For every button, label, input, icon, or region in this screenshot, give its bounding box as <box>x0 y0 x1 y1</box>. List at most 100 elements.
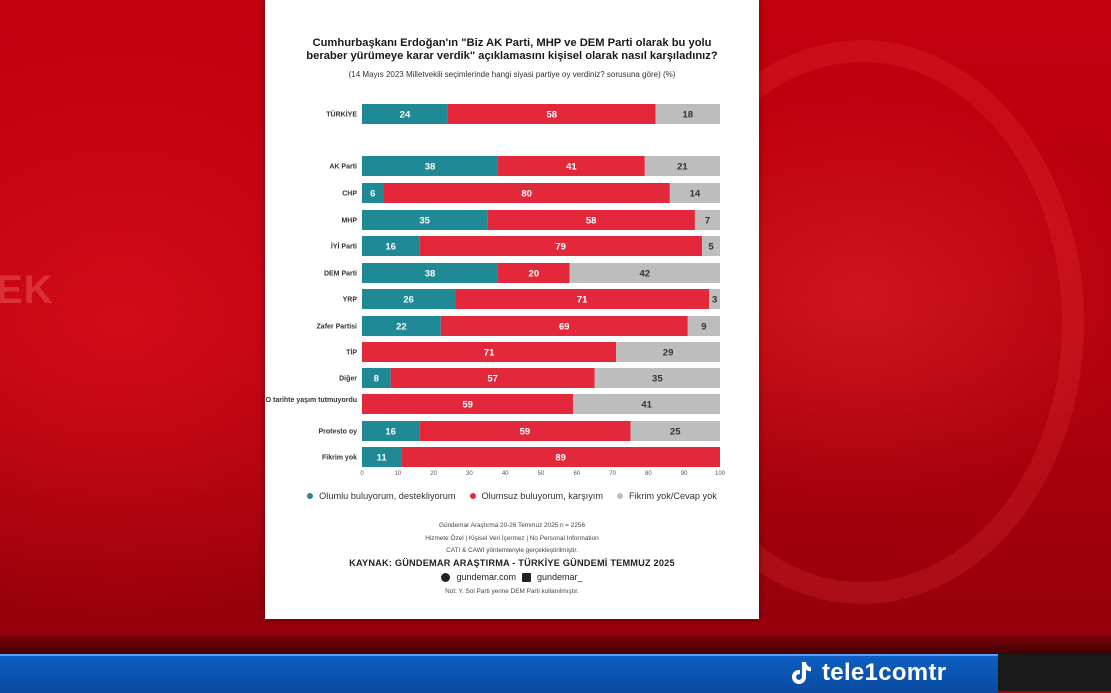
bar-segment <box>455 289 710 309</box>
data-label: 58 <box>586 216 597 227</box>
category-label: AK Parti <box>329 164 357 171</box>
category-label: CHP <box>342 191 357 198</box>
bar-segment <box>440 316 688 336</box>
data-label: 24 <box>400 110 411 121</box>
ticker-end-block <box>998 654 1111 691</box>
bar-segment <box>655 104 720 124</box>
data-label: 35 <box>652 374 663 385</box>
data-label: 7 <box>705 216 710 227</box>
data-label: 57 <box>487 374 498 385</box>
legend-dot-neutral <box>617 493 624 499</box>
footer-x-handle: gundemar_ <box>537 572 583 582</box>
x-tick-label: 20 <box>430 471 437 477</box>
footer-socials: gundemar.com gundemar_ <box>265 572 759 582</box>
bar-segment <box>694 210 720 230</box>
bar-segment <box>687 316 720 336</box>
data-label: 41 <box>641 400 652 411</box>
legend-label-negative: Olumsuz buluyorum, karşıyım <box>481 491 604 501</box>
chart-card: Cumhurbaşkanı Erdoğan'ın "Biz AK Parti, … <box>265 0 759 619</box>
bottom-shade <box>0 636 1111 656</box>
bar-segment <box>419 236 703 256</box>
bar-segment <box>498 156 645 176</box>
bar-segment <box>362 104 448 124</box>
bar-segment <box>702 236 720 256</box>
data-label: 26 <box>403 295 414 306</box>
bar-segment <box>383 183 670 203</box>
bar-segment <box>362 316 441 336</box>
data-label: 71 <box>484 348 495 359</box>
bar-segment <box>498 263 570 283</box>
x-tick-label: 100 <box>715 471 726 477</box>
tiktok-icon <box>792 661 811 684</box>
data-label: 38 <box>425 269 436 280</box>
footer-method: Gündemar Araştırma 20-26 Temmuz 2025 n =… <box>438 522 586 529</box>
legend-dot-negative <box>469 493 476 499</box>
x-tick-label: 60 <box>573 471 580 477</box>
data-label: 3 <box>712 295 717 306</box>
footer-cati: CATI & CAWI yöntemleriyle gerçekleştiril… <box>446 547 578 554</box>
bar-segment <box>362 236 420 256</box>
x-tick-label: 50 <box>538 471 545 477</box>
legend-label-neutral: Fikrim yok/Cevap yok <box>629 491 717 501</box>
data-label: 20 <box>529 269 540 280</box>
data-label: 5 <box>708 242 714 253</box>
data-label: 22 <box>396 322 407 333</box>
globe-icon <box>441 572 451 582</box>
bar-segment <box>362 183 384 203</box>
legend-item-positive: Olumlu buluyorum, destekliyorum <box>307 491 456 501</box>
bar-segment <box>709 289 720 309</box>
x-tick-label: 80 <box>645 471 652 477</box>
bar-segment <box>362 421 420 441</box>
data-label: 59 <box>462 400 473 411</box>
news-ticker-bar <box>0 654 998 693</box>
data-label: 16 <box>385 427 396 438</box>
category-label: YRP <box>343 297 358 304</box>
footer-note: Not: Y. Sol Parti yerine DEM Parti kulla… <box>445 588 579 595</box>
bar-segment <box>362 263 499 283</box>
data-label: 35 <box>419 216 430 227</box>
chart-subtitle: (14 Mayıs 2023 Milletvekili seçimlerinde… <box>348 70 676 79</box>
chart-title-line-2: beraber yürümeye karar verdik" açıklamas… <box>306 50 718 62</box>
bar-segment <box>487 210 695 230</box>
x-tick-label: 90 <box>681 471 688 477</box>
category-label: Fikrim yok <box>322 455 357 462</box>
bar-segment <box>362 342 617 362</box>
data-label: 89 <box>555 453 566 464</box>
bar-segment <box>616 342 720 362</box>
bar-segment <box>362 289 456 309</box>
footer-service: Hizmete Özel | Kişisel Veri İçermez | No… <box>425 535 599 542</box>
chart-title-line-1: Cumhurbaşkanı Erdoğan'ın "Biz AK Parti, … <box>312 37 712 49</box>
data-label: 6 <box>370 189 375 200</box>
category-label: TÜRKİYE <box>326 110 357 119</box>
category-label: Zafer Partisi <box>317 324 358 331</box>
data-label: 16 <box>385 242 396 253</box>
channel-brand: tele1comtr <box>790 656 946 689</box>
footer-web: gundemar.com <box>456 572 516 582</box>
legend-item-negative: Olumsuz buluyorum, karşıyım <box>469 491 604 501</box>
data-label: 29 <box>663 348 674 359</box>
data-label: 79 <box>555 242 566 253</box>
data-label: 14 <box>690 189 701 200</box>
data-label: 38 <box>425 162 436 173</box>
bar-segment <box>573 394 720 414</box>
bar-segment <box>362 368 391 388</box>
data-label: 42 <box>640 269 651 280</box>
category-label: Diğer <box>339 376 357 383</box>
bar-segment <box>644 156 720 176</box>
category-label: Protesto oy <box>318 429 357 436</box>
background-word: EK <box>0 268 54 312</box>
x-logo-icon <box>522 572 531 582</box>
x-tick-label: 40 <box>502 471 509 477</box>
legend-dot-positive <box>307 493 314 499</box>
bar-segment <box>401 447 720 467</box>
category-label: TİP <box>346 349 357 357</box>
footer-source: KAYNAK: GÜNDEMAR ARAŞTIRMA - TÜRKİYE GÜN… <box>349 558 675 568</box>
data-label: 71 <box>577 295 588 306</box>
bar-segment <box>362 394 574 414</box>
data-label: 25 <box>670 427 681 438</box>
category-label: O tarihte yaşım tutmuyordu <box>266 397 357 404</box>
data-label: 69 <box>559 322 570 333</box>
legend-label-positive: Olumlu buluyorum, destekliyorum <box>319 491 456 501</box>
bar-segment <box>390 368 595 388</box>
